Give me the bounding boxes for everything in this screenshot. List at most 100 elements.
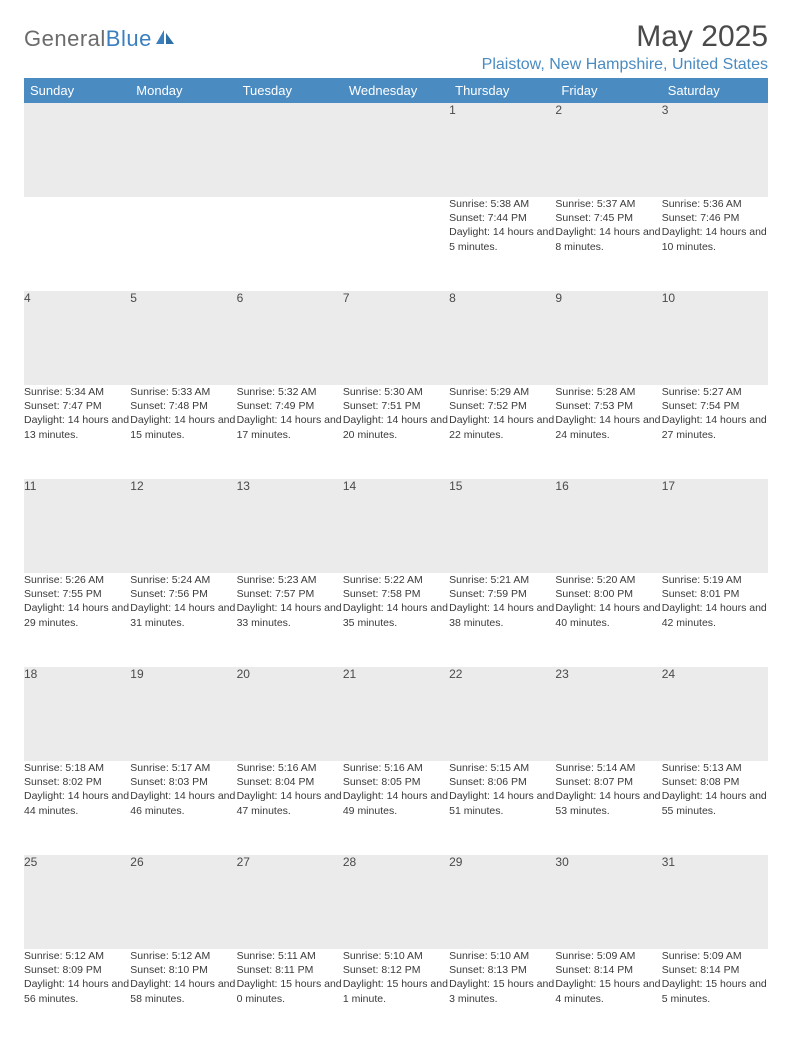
day-body-cell: Sunrise: 5:19 AMSunset: 8:01 PMDaylight:… [662, 573, 768, 667]
daylight-line: Daylight: 14 hours and 27 minutes. [662, 413, 768, 441]
sunrise-line: Sunrise: 5:12 AM [130, 949, 236, 963]
sunrise-line: Sunrise: 5:37 AM [555, 197, 661, 211]
day-number-cell: 27 [237, 855, 343, 949]
daylight-line: Daylight: 14 hours and 17 minutes. [237, 413, 343, 441]
daylight-line: Daylight: 14 hours and 44 minutes. [24, 789, 130, 817]
sunset-line: Sunset: 7:55 PM [24, 587, 130, 601]
day-number-cell [24, 103, 130, 197]
day-body-cell [24, 197, 130, 291]
sunrise-line: Sunrise: 5:23 AM [237, 573, 343, 587]
day-number-cell [130, 103, 236, 197]
day-body-row: Sunrise: 5:18 AMSunset: 8:02 PMDaylight:… [24, 761, 768, 855]
day-body-cell: Sunrise: 5:12 AMSunset: 8:09 PMDaylight:… [24, 949, 130, 1043]
day-body-cell: Sunrise: 5:34 AMSunset: 7:47 PMDaylight:… [24, 385, 130, 479]
day-number-cell: 9 [555, 291, 661, 385]
day-body-cell: Sunrise: 5:23 AMSunset: 7:57 PMDaylight:… [237, 573, 343, 667]
daylight-line: Daylight: 14 hours and 40 minutes. [555, 601, 661, 629]
sunrise-line: Sunrise: 5:09 AM [555, 949, 661, 963]
day-body-row: Sunrise: 5:26 AMSunset: 7:55 PMDaylight:… [24, 573, 768, 667]
daylight-line: Daylight: 14 hours and 13 minutes. [24, 413, 130, 441]
day-number-cell: 14 [343, 479, 449, 573]
day-number-cell: 18 [24, 667, 130, 761]
daylight-line: Daylight: 15 hours and 5 minutes. [662, 977, 768, 1005]
sunset-line: Sunset: 7:44 PM [449, 211, 555, 225]
sunset-line: Sunset: 8:10 PM [130, 963, 236, 977]
daylight-line: Daylight: 14 hours and 8 minutes. [555, 225, 661, 253]
day-number-cell: 13 [237, 479, 343, 573]
sunset-line: Sunset: 7:58 PM [343, 587, 449, 601]
day-number-row: 25262728293031 [24, 855, 768, 949]
sunrise-line: Sunrise: 5:09 AM [662, 949, 768, 963]
day-number-cell: 19 [130, 667, 236, 761]
day-body-cell [343, 197, 449, 291]
day-number-cell: 16 [555, 479, 661, 573]
day-body-row: Sunrise: 5:12 AMSunset: 8:09 PMDaylight:… [24, 949, 768, 1043]
day-number-row: 18192021222324 [24, 667, 768, 761]
sunset-line: Sunset: 8:13 PM [449, 963, 555, 977]
daylight-line: Daylight: 14 hours and 53 minutes. [555, 789, 661, 817]
day-body-cell: Sunrise: 5:16 AMSunset: 8:04 PMDaylight:… [237, 761, 343, 855]
daylight-line: Daylight: 14 hours and 29 minutes. [24, 601, 130, 629]
day-number-cell: 26 [130, 855, 236, 949]
day-number-cell: 22 [449, 667, 555, 761]
sunrise-line: Sunrise: 5:13 AM [662, 761, 768, 775]
day-number-cell: 6 [237, 291, 343, 385]
sunset-line: Sunset: 7:59 PM [449, 587, 555, 601]
daylight-line: Daylight: 14 hours and 55 minutes. [662, 789, 768, 817]
day-body-cell: Sunrise: 5:33 AMSunset: 7:48 PMDaylight:… [130, 385, 236, 479]
daylight-line: Daylight: 14 hours and 20 minutes. [343, 413, 449, 441]
daylight-line: Daylight: 14 hours and 56 minutes. [24, 977, 130, 1005]
day-body-cell: Sunrise: 5:17 AMSunset: 8:03 PMDaylight:… [130, 761, 236, 855]
daylight-line: Daylight: 14 hours and 5 minutes. [449, 225, 555, 253]
sunset-line: Sunset: 7:53 PM [555, 399, 661, 413]
sunrise-line: Sunrise: 5:16 AM [343, 761, 449, 775]
sunrise-line: Sunrise: 5:30 AM [343, 385, 449, 399]
day-number-cell: 31 [662, 855, 768, 949]
day-body-cell: Sunrise: 5:11 AMSunset: 8:11 PMDaylight:… [237, 949, 343, 1043]
day-body-row: Sunrise: 5:34 AMSunset: 7:47 PMDaylight:… [24, 385, 768, 479]
day-body-cell: Sunrise: 5:21 AMSunset: 7:59 PMDaylight:… [449, 573, 555, 667]
weekday-header: Tuesday [237, 78, 343, 103]
sunset-line: Sunset: 8:02 PM [24, 775, 130, 789]
sunrise-line: Sunrise: 5:38 AM [449, 197, 555, 211]
day-number-cell: 24 [662, 667, 768, 761]
sunset-line: Sunset: 8:14 PM [662, 963, 768, 977]
sunrise-line: Sunrise: 5:22 AM [343, 573, 449, 587]
sunset-line: Sunset: 7:57 PM [237, 587, 343, 601]
sunset-line: Sunset: 8:05 PM [343, 775, 449, 789]
day-number-row: 11121314151617 [24, 479, 768, 573]
day-number-cell: 17 [662, 479, 768, 573]
weekday-header: Sunday [24, 78, 130, 103]
calendar-table: SundayMondayTuesdayWednesdayThursdayFrid… [24, 78, 768, 1043]
day-body-cell: Sunrise: 5:30 AMSunset: 7:51 PMDaylight:… [343, 385, 449, 479]
daylight-line: Daylight: 14 hours and 22 minutes. [449, 413, 555, 441]
day-number-cell: 12 [130, 479, 236, 573]
sunset-line: Sunset: 8:01 PM [662, 587, 768, 601]
day-number-cell: 4 [24, 291, 130, 385]
day-number-cell: 23 [555, 667, 661, 761]
sunset-line: Sunset: 7:48 PM [130, 399, 236, 413]
day-body-cell: Sunrise: 5:18 AMSunset: 8:02 PMDaylight:… [24, 761, 130, 855]
sunrise-line: Sunrise: 5:32 AM [237, 385, 343, 399]
sunrise-line: Sunrise: 5:20 AM [555, 573, 661, 587]
day-number-cell: 10 [662, 291, 768, 385]
sunrise-line: Sunrise: 5:19 AM [662, 573, 768, 587]
sunrise-line: Sunrise: 5:36 AM [662, 197, 768, 211]
daylight-line: Daylight: 14 hours and 58 minutes. [130, 977, 236, 1005]
day-number-cell: 29 [449, 855, 555, 949]
header: GeneralBlue May 2025 Plaistow, New Hamps… [24, 20, 768, 74]
sunset-line: Sunset: 7:51 PM [343, 399, 449, 413]
daylight-line: Daylight: 15 hours and 3 minutes. [449, 977, 555, 1005]
daylight-line: Daylight: 14 hours and 33 minutes. [237, 601, 343, 629]
sunset-line: Sunset: 8:04 PM [237, 775, 343, 789]
day-body-cell: Sunrise: 5:24 AMSunset: 7:56 PMDaylight:… [130, 573, 236, 667]
daylight-line: Daylight: 15 hours and 1 minute. [343, 977, 449, 1005]
day-body-cell: Sunrise: 5:36 AMSunset: 7:46 PMDaylight:… [662, 197, 768, 291]
weekday-header-row: SundayMondayTuesdayWednesdayThursdayFrid… [24, 78, 768, 103]
sunset-line: Sunset: 7:54 PM [662, 399, 768, 413]
sunrise-line: Sunrise: 5:12 AM [24, 949, 130, 963]
sunrise-line: Sunrise: 5:24 AM [130, 573, 236, 587]
sunset-line: Sunset: 8:12 PM [343, 963, 449, 977]
day-number-cell: 8 [449, 291, 555, 385]
day-number-cell [237, 103, 343, 197]
